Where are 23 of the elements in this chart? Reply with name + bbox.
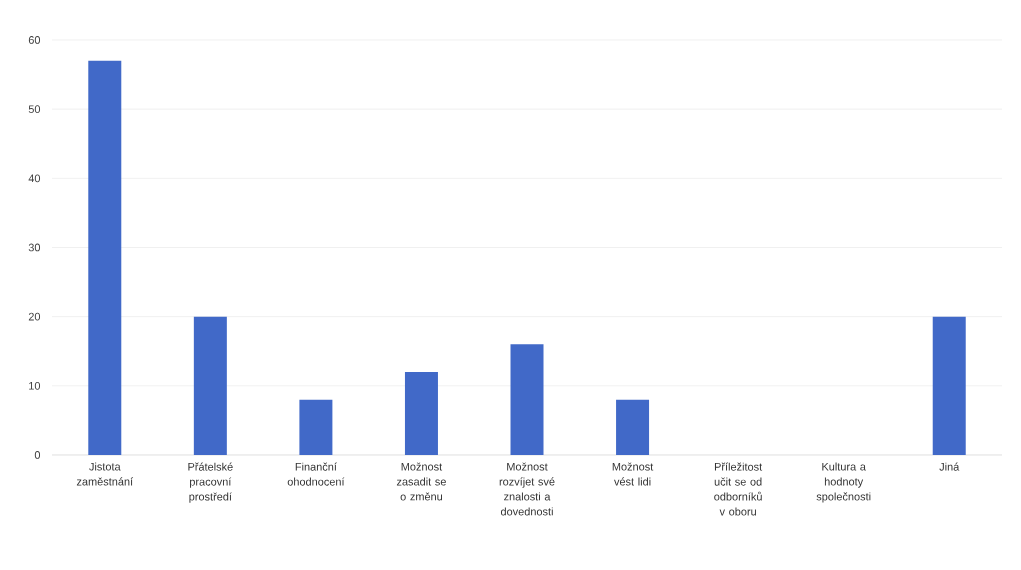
y-tick-label: 50: [28, 105, 41, 114]
bar: [510, 344, 544, 455]
x-tick-label: Možnost rozvíjet své znalosti a dovednosti: [499, 462, 555, 516]
bar: [616, 399, 650, 455]
bar: [932, 316, 966, 455]
bar: [299, 399, 333, 455]
x-tick-label: Přátelské pracovní prostředí: [188, 462, 233, 503]
bar: [88, 60, 122, 455]
x-tick-label: Možnost zasadit se o změnu: [396, 462, 446, 501]
y-tick-label: 30: [28, 243, 41, 252]
bar: [404, 371, 438, 455]
x-tick-label: Finanční ohodnocení: [287, 462, 345, 486]
bar: [193, 316, 227, 455]
y-tick-label: 20: [28, 312, 41, 321]
x-tick-label: Kultura a hodnoty společnosti: [816, 462, 871, 503]
y-tick-label: 60: [28, 36, 41, 44]
x-tick-label: Možnost vést lidi: [612, 462, 654, 486]
y-tick-label: 40: [28, 174, 41, 183]
y-tick-label: 10: [29, 381, 41, 390]
y-tick-label: 0: [34, 451, 41, 459]
x-tick-label: Příležitost učit se od odborníků v oboru: [714, 462, 763, 516]
x-tick-label: Jiná: [939, 462, 960, 471]
x-tick-label: Jistota zaměstnání: [76, 462, 134, 486]
